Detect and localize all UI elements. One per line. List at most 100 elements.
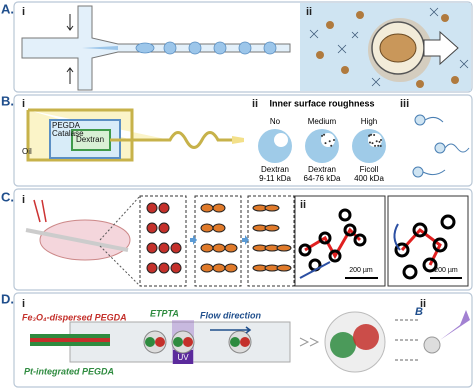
rough-dot [321,134,324,137]
illustration-shape [343,223,357,237]
illustration-shape [213,41,227,55]
illustration-shape [298,208,456,280]
illustration-shape [299,337,320,347]
illustration-shape [356,11,364,19]
illustration-shape [240,337,250,347]
particle [158,262,170,274]
illustration-shape [412,166,424,178]
particle [224,263,238,273]
particle [200,203,214,213]
arrow [190,235,197,245]
label: UV [177,353,189,362]
particle [200,223,214,233]
particle [146,262,158,274]
arrow [242,235,249,245]
illustration-shape [155,337,165,347]
panel-a: A. i ii [1,1,473,93]
roughness-level: Medium [308,117,337,126]
illustration-shape [353,324,379,350]
capsule [305,129,339,163]
particle [146,202,158,214]
particle [146,222,158,234]
illustration-shape [330,332,356,358]
particle [200,243,214,253]
label: ii [420,298,426,310]
illustration-shape [432,237,448,253]
panel-b: B. i ii iii Oil PEGDA Catalase Dextran I… [1,93,473,187]
illustration-shape [135,42,155,54]
inner-surface [274,133,288,147]
label: Fe₃O₄-dispersed PEGDA [22,312,127,322]
label: ETPTA [150,308,179,318]
inner-surface [321,133,335,147]
label: ii [306,6,312,18]
molecular-weight: 9-11 kDa [259,174,291,183]
illustration-shape [316,11,459,88]
label: Dextran [76,135,104,144]
illustration-shape [318,231,332,245]
label: Inner surface roughness [269,98,374,108]
rough-dot [378,140,381,143]
particle [170,242,182,254]
illustration-shape [110,131,232,149]
illustration-shape [353,233,367,247]
label: Pt-integrated PEGDA [24,366,114,376]
panel-c: C. i ii 200 µm 200 µm [1,188,473,291]
particle [200,263,214,273]
illustration-shape [422,257,438,273]
illustration-shape [441,14,449,22]
illustration-shape [21,5,291,91]
label: C. [1,189,14,204]
particle [276,264,292,272]
illustration-shape [379,33,417,63]
illustration-shape [13,1,473,93]
illustration-shape [298,243,312,257]
illustration-shape [309,7,469,87]
illustration-shape [434,142,446,154]
label: ii [300,199,306,211]
illustration-shape [309,7,469,87]
molecular-weight: 64-76 kDa [304,174,341,183]
rough-dot [324,142,327,145]
illustration-shape [188,41,202,55]
illustration-shape [412,114,470,178]
zoom-line [99,195,141,287]
illustration-shape [393,223,401,251]
rough-dot [377,144,380,147]
illustration-shape [25,228,129,252]
label: Catalase [52,129,84,138]
illustration-shape [99,195,295,287]
illustration-shape [451,76,459,84]
rough-dot [333,139,335,141]
illustration-shape [13,188,473,291]
illustration-shape [394,242,410,258]
particle [276,244,292,252]
illustration-shape [316,51,324,59]
material: Ficoll [360,165,379,174]
panel-d: D. i ii Fe₃O₄-dispersed PEGDA ETPTA Flow… [1,291,473,388]
label: iii [400,98,409,110]
particle [212,263,226,273]
illustration-shape [416,80,424,88]
illustration-shape [423,30,459,66]
illustration-shape [338,208,352,222]
illustration-shape [210,326,252,334]
illustration-shape [21,5,291,91]
illustration-shape [440,310,470,340]
molecular-weight: 400 kDa [354,174,384,183]
illustration-shape [66,14,74,84]
illustration-shape [299,261,331,279]
illustration-shape [232,136,244,144]
illustration-shape [341,66,349,74]
label: i [22,98,25,110]
label: i [22,6,25,18]
label: Flow direction [200,310,262,320]
particle [212,243,226,253]
illustration-shape [33,199,47,223]
illustration-shape [238,41,252,55]
particle [158,222,170,234]
illustration-shape [263,41,277,55]
inner-surface [368,133,382,147]
